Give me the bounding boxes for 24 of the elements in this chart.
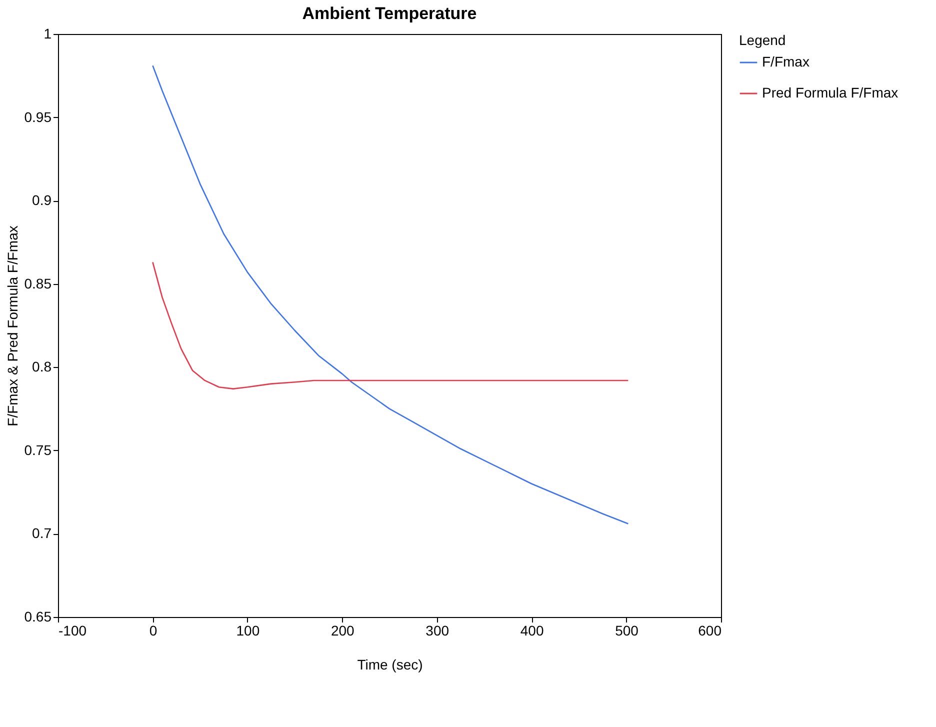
y-tick-label: 0.7 <box>32 525 52 542</box>
chart-title: Ambient Temperature <box>302 4 477 23</box>
line-series <box>152 262 629 390</box>
y-axis-title: F/Fmax & Pred Formula F/Fmax <box>4 226 20 426</box>
legend-label: Pred Formula F/Fmax <box>762 84 898 100</box>
y-tick-label: 0.65 <box>24 608 52 624</box>
x-tick-label: 300 <box>426 622 450 638</box>
x-tick-label: 0 <box>149 622 158 638</box>
y-tick-label: 0.8 <box>32 358 52 375</box>
y-tick-label: 0.75 <box>24 442 52 458</box>
y-tick-label: 0.85 <box>24 275 52 292</box>
y-tick-label: 1 <box>44 26 52 42</box>
y-tick-label: 0.9 <box>32 192 52 208</box>
x-tick-label: -100 <box>58 622 87 638</box>
x-tick-label: 200 <box>330 622 355 638</box>
legend-label: F/Fmax <box>762 54 810 70</box>
x-axis-title: Time (sec) <box>357 656 423 672</box>
x-tick-label: 500 <box>615 622 639 638</box>
x-tick-label: 400 <box>520 622 544 638</box>
y-tick-label: 0.95 <box>24 108 52 125</box>
legend-title: Legend <box>739 32 786 48</box>
x-tick-label: 600 <box>698 622 722 638</box>
line-series <box>152 65 629 524</box>
x-tick-label: 100 <box>236 622 260 638</box>
